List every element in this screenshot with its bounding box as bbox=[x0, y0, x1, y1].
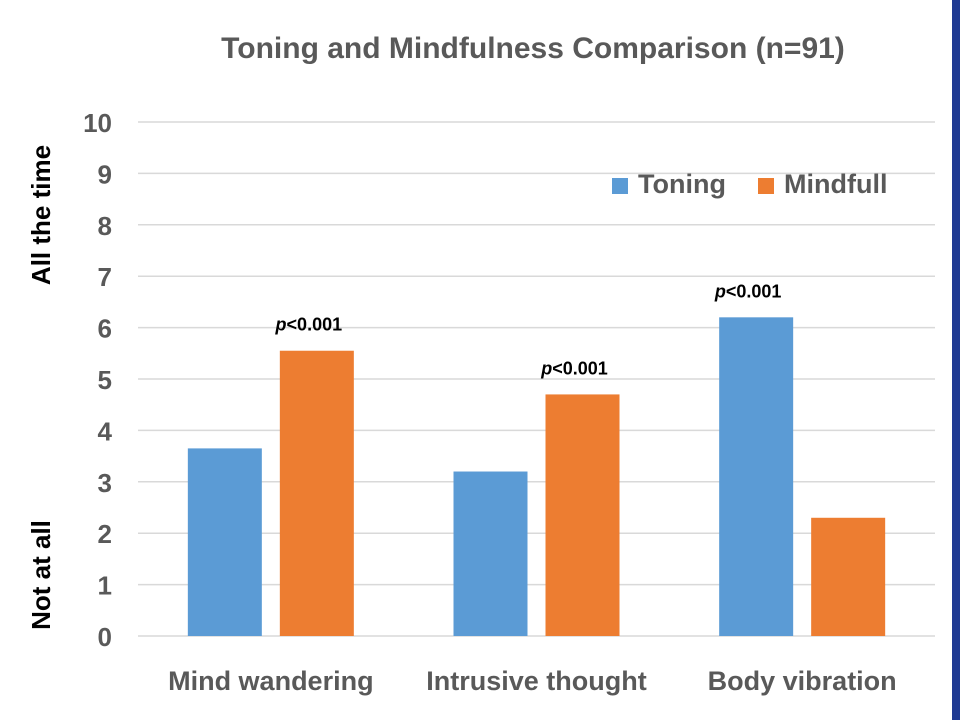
legend-swatch bbox=[612, 178, 628, 194]
x-tick-label: Intrusive thought bbox=[426, 666, 646, 696]
y-tick-label: 9 bbox=[98, 159, 112, 189]
legend-swatch bbox=[758, 178, 774, 194]
bar-mindfull-2 bbox=[811, 517, 886, 636]
bar-mindfull-1 bbox=[545, 394, 620, 636]
p-value-annotation: p<0.001 bbox=[714, 281, 782, 301]
bar-toning-2 bbox=[719, 317, 794, 636]
p-value-text: <0.001 bbox=[552, 358, 608, 378]
grid-lines bbox=[138, 121, 935, 637]
y-label-bottom: Not at all bbox=[26, 520, 56, 630]
p-value-text: <0.001 bbox=[287, 315, 343, 335]
chart-title: Toning and Mindfulness Comparison (n=91) bbox=[221, 32, 845, 65]
legend-label: Toning bbox=[638, 169, 726, 199]
y-tick-label: 1 bbox=[98, 571, 112, 601]
slide-edge-bar bbox=[952, 0, 960, 720]
p-value-prefix: p bbox=[275, 315, 287, 335]
x-tick-label: Mind wandering bbox=[168, 666, 374, 696]
y-label-top: All the time bbox=[26, 145, 56, 285]
y-tick-labels: 0 1 2 3 4 5 6 7 8 9 10 bbox=[83, 108, 112, 652]
y-tick-label: 2 bbox=[98, 519, 112, 549]
x-tick-label: Body vibration bbox=[708, 666, 897, 696]
y-tick-label: 10 bbox=[83, 108, 112, 138]
p-value-prefix: p bbox=[714, 281, 726, 301]
x-tick-labels: Mind wandering Intrusive thought Body vibr… bbox=[168, 666, 897, 696]
y-tick-label: 5 bbox=[98, 365, 112, 395]
legend: Toning Mindfull bbox=[612, 169, 887, 199]
bars bbox=[187, 317, 886, 636]
legend-label: Mindfull bbox=[784, 169, 887, 199]
p-value-annotation: p<0.001 bbox=[540, 358, 608, 378]
p-value-text: <0.001 bbox=[726, 281, 782, 301]
y-tick-label: 7 bbox=[98, 262, 112, 292]
y-tick-label: 0 bbox=[98, 622, 112, 652]
bar-mindfull-0 bbox=[279, 350, 354, 636]
bar-toning-1 bbox=[453, 471, 528, 636]
p-value-prefix: p bbox=[540, 358, 552, 378]
bar-toning-0 bbox=[187, 448, 262, 636]
y-tick-label: 4 bbox=[98, 416, 113, 446]
y-tick-label: 8 bbox=[98, 211, 112, 241]
p-value-annotation: p<0.001 bbox=[275, 315, 343, 335]
y-tick-label: 3 bbox=[98, 468, 112, 498]
y-tick-label: 6 bbox=[98, 314, 112, 344]
